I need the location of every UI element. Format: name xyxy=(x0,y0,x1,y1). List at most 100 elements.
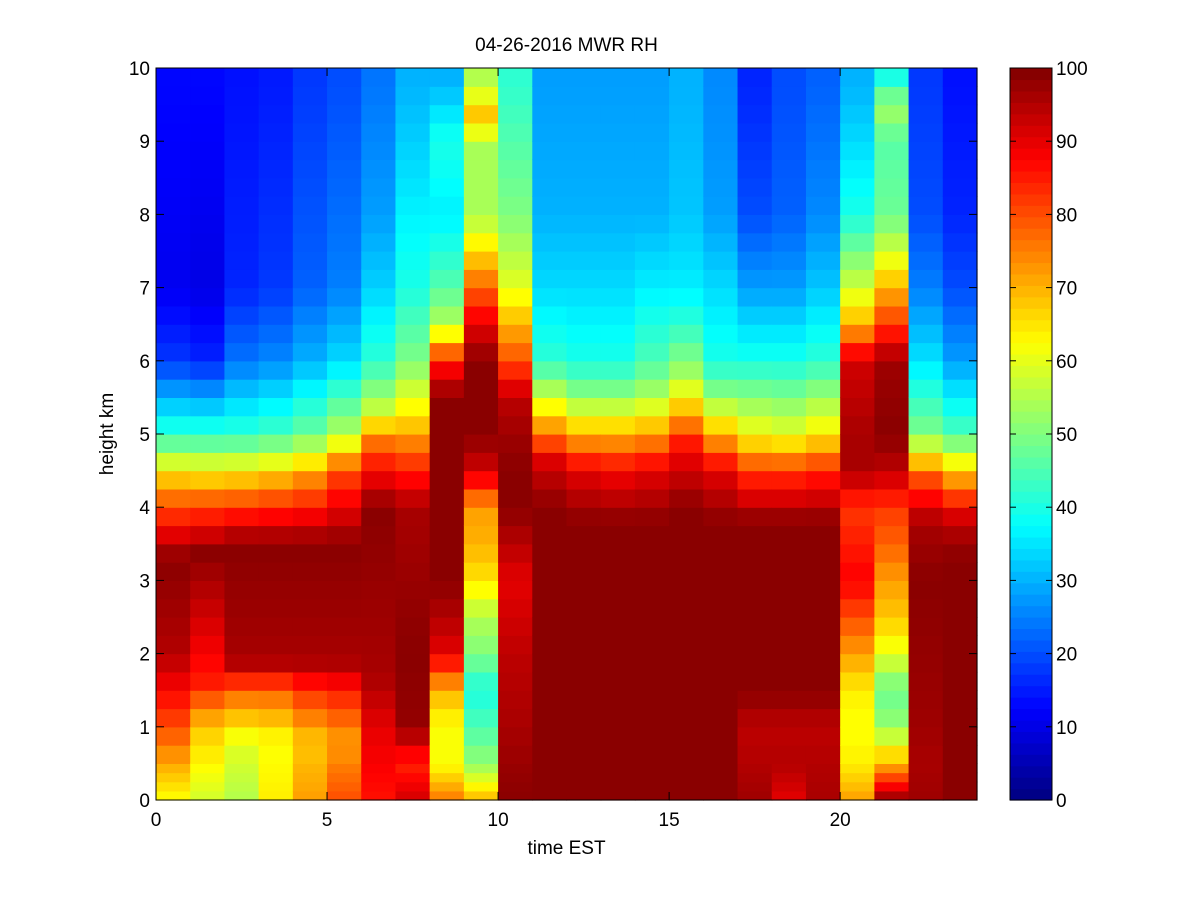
heatmap-cell xyxy=(771,507,807,527)
heatmap-cell xyxy=(395,726,431,746)
colorbar-swatch xyxy=(1010,136,1052,149)
heatmap-cell xyxy=(737,141,773,161)
heatmap-cell xyxy=(669,342,704,362)
heatmap-cell xyxy=(361,598,397,618)
heatmap-cell xyxy=(840,726,875,746)
heatmap-cell xyxy=(703,324,739,344)
heatmap-cell xyxy=(942,790,978,801)
heatmap-cell xyxy=(532,708,568,728)
heatmap-cell xyxy=(908,342,944,362)
heatmap-cell xyxy=(703,507,739,527)
colorbar-swatch xyxy=(1010,514,1052,527)
heatmap-cell xyxy=(703,726,739,746)
colorbar-frame xyxy=(1009,67,1053,801)
heatmap-cell xyxy=(566,360,602,380)
colorbar-swatch xyxy=(1010,205,1052,218)
heatmap-cell xyxy=(395,790,431,801)
heatmap-cell xyxy=(840,708,875,728)
heatmap-cell xyxy=(703,708,739,728)
colorbar-tick-label: 10 xyxy=(1056,718,1077,739)
heatmap-cell xyxy=(327,543,362,563)
colorbar-swatch xyxy=(1010,193,1052,206)
heatmap-cell xyxy=(429,488,465,508)
heatmap-cell xyxy=(771,177,807,197)
heatmap-cell xyxy=(634,488,670,508)
colorbar-swatch xyxy=(1010,651,1052,664)
heatmap-cell xyxy=(190,488,226,508)
y-tick-label: 2 xyxy=(139,645,150,666)
heatmap-cell xyxy=(258,580,294,600)
heatmap-cell xyxy=(874,580,910,600)
heatmap-cell xyxy=(498,653,533,673)
heatmap-cell xyxy=(840,488,875,508)
heatmap-cell xyxy=(361,305,397,325)
heatmap-cell xyxy=(156,104,191,124)
heatmap-cell xyxy=(395,324,431,344)
heatmap-cell xyxy=(840,507,875,527)
colorbar-swatch xyxy=(1010,216,1052,229)
heatmap-cell xyxy=(737,159,773,179)
heatmap-cell xyxy=(361,397,397,417)
heatmap-cell xyxy=(874,397,910,417)
heatmap-cell xyxy=(771,232,807,252)
colorbar-swatch xyxy=(1010,331,1052,344)
colorbar-swatch xyxy=(1010,388,1052,401)
heatmap-cell xyxy=(600,177,636,197)
heatmap-cell xyxy=(224,141,260,161)
heatmap-cell xyxy=(703,635,739,655)
heatmap-cell xyxy=(395,305,431,325)
heatmap-cell xyxy=(463,708,499,728)
heatmap-cell xyxy=(498,214,533,234)
heatmap-cell xyxy=(395,617,431,636)
heatmap-cell xyxy=(395,781,431,792)
heatmap-cell xyxy=(156,671,191,691)
heatmap-cell xyxy=(224,543,260,563)
heatmap-cell xyxy=(258,507,294,527)
heatmap-cell xyxy=(942,525,978,545)
heatmap-cell xyxy=(361,653,397,673)
heatmap-cell xyxy=(737,562,773,581)
heatmap-cell xyxy=(703,745,739,764)
heatmap-cell xyxy=(737,360,773,380)
heatmap-cell xyxy=(292,287,328,307)
heatmap-cell xyxy=(156,726,191,746)
heatmap-cell xyxy=(669,251,704,270)
heatmap-cell xyxy=(429,635,465,655)
heatmap-cell xyxy=(634,86,670,106)
heatmap-cell xyxy=(327,470,362,490)
heatmap-cell xyxy=(737,671,773,691)
heatmap-cell xyxy=(634,507,670,527)
heatmap-cell xyxy=(395,525,431,545)
heatmap-cell xyxy=(463,177,499,197)
heatmap-cell xyxy=(600,562,636,581)
heatmap-cell xyxy=(566,525,602,545)
heatmap-cell xyxy=(156,772,191,783)
heatmap-cell xyxy=(908,452,944,472)
heatmap-cell xyxy=(361,452,397,472)
heatmap-cell xyxy=(258,379,294,398)
heatmap-cell xyxy=(156,635,191,655)
heatmap-cell xyxy=(942,635,978,655)
heatmap-cell xyxy=(190,745,226,764)
heatmap-cell xyxy=(737,781,773,792)
heatmap-cell xyxy=(703,86,739,106)
heatmap-cell xyxy=(361,617,397,636)
heatmap-cell xyxy=(840,562,875,581)
heatmap-cell xyxy=(634,598,670,618)
heatmap-cell xyxy=(258,122,294,142)
heatmap-cell xyxy=(258,452,294,472)
heatmap-cell xyxy=(874,745,910,764)
heatmap-cell xyxy=(566,617,602,636)
heatmap-cell xyxy=(327,287,362,307)
heatmap-cell xyxy=(463,470,499,490)
heatmap-cell xyxy=(395,251,431,270)
heatmap-cell xyxy=(327,763,362,774)
heatmap-cell xyxy=(361,159,397,179)
heatmap-cell xyxy=(874,617,910,636)
heatmap-cell xyxy=(942,470,978,490)
heatmap-cell xyxy=(190,790,226,801)
heatmap-cell xyxy=(292,745,328,764)
colorbar-swatch xyxy=(1010,456,1052,469)
heatmap-cell xyxy=(771,324,807,344)
heatmap-cell xyxy=(292,324,328,344)
